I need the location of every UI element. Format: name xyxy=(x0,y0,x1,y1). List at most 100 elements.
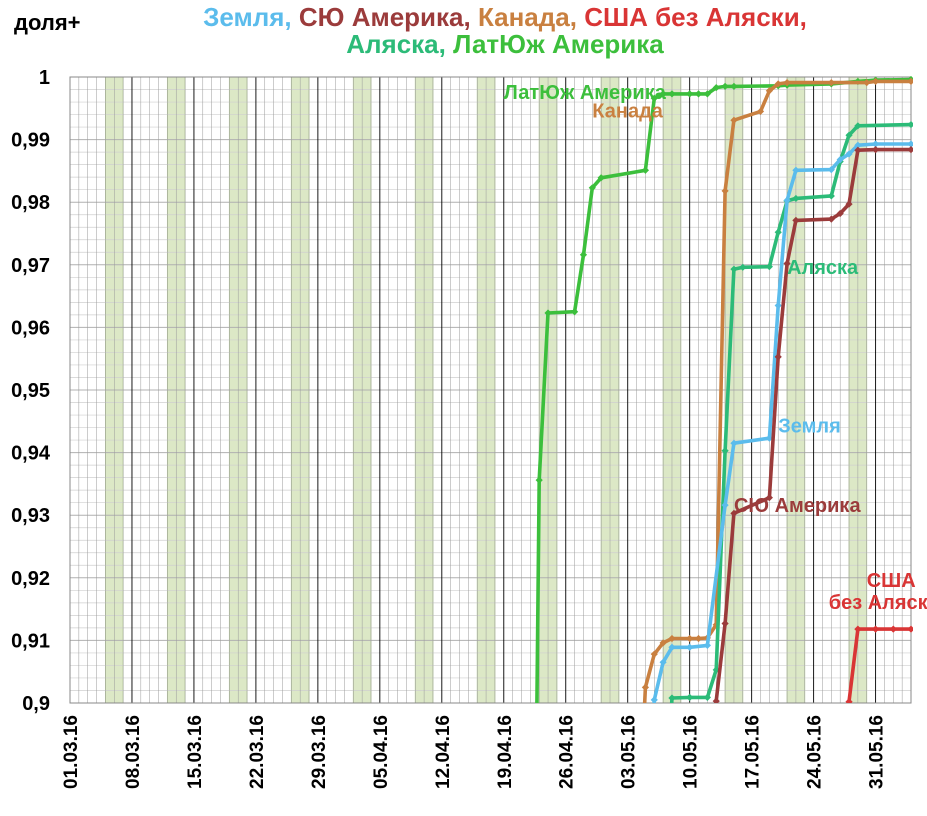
data-point xyxy=(774,80,782,88)
series-label-line: Земля xyxy=(778,416,841,438)
data-point xyxy=(854,122,862,130)
x-tick-label: 10.05.16 xyxy=(681,715,702,789)
data-point xyxy=(571,308,579,316)
plot-frame xyxy=(69,76,912,704)
data-point xyxy=(836,209,844,218)
series-line xyxy=(714,147,911,703)
data-point xyxy=(686,634,694,643)
data-point xyxy=(907,146,913,154)
grid xyxy=(69,76,912,704)
data-point xyxy=(588,184,596,192)
x-tick-label: 29.03.16 xyxy=(309,715,330,789)
data-point xyxy=(854,146,862,154)
series-Канада xyxy=(641,77,913,703)
series-СЮ Америка xyxy=(712,146,913,703)
data-point xyxy=(650,696,658,703)
x-tick-label: 05.04.16 xyxy=(371,715,392,789)
data-point xyxy=(703,693,711,701)
y-tick-label: 0,95 xyxy=(11,380,50,402)
data-point xyxy=(845,150,853,158)
series-Аляска xyxy=(668,120,913,703)
y-tick-label: 0,97 xyxy=(11,255,50,277)
data-point xyxy=(703,90,711,98)
series-label-line: США xyxy=(867,570,916,592)
data-point xyxy=(783,259,791,268)
data-point xyxy=(792,194,800,203)
labels-group: доля+ Земля, СЮ Америка, Канада, США без … xyxy=(14,2,927,614)
chart-title-part: ЛатЮж Америка xyxy=(446,29,664,59)
x-tick-label: 08.03.16 xyxy=(123,715,144,789)
series-label: Канада xyxy=(592,101,663,123)
data-point xyxy=(907,625,913,633)
data-point xyxy=(845,698,853,703)
data-point xyxy=(792,166,800,174)
series-США без Аляски xyxy=(845,625,913,703)
data-point xyxy=(686,643,694,651)
data-point xyxy=(854,141,862,149)
data-point xyxy=(871,625,880,633)
data-point xyxy=(907,140,913,148)
series-label: Земля xyxy=(778,416,841,438)
data-point xyxy=(827,166,835,174)
data-point xyxy=(659,90,667,98)
y-tick-label: 0,94 xyxy=(11,443,51,465)
y-tick-label: 1 xyxy=(39,67,50,89)
data-point xyxy=(641,683,650,691)
series-label: ЛатЮж Америка xyxy=(504,82,667,104)
data-point xyxy=(703,641,711,650)
data-point xyxy=(544,309,552,317)
data-point xyxy=(765,87,773,95)
series-label-line: СЮ Америка xyxy=(734,495,862,517)
data-point xyxy=(783,79,791,87)
data-point xyxy=(889,625,897,633)
data-point xyxy=(535,476,543,484)
x-tick-label: 31.05.16 xyxy=(867,715,888,789)
x-tick-label: 26.04.16 xyxy=(557,715,578,789)
y-tick-label: 0,91 xyxy=(11,630,50,652)
data-point xyxy=(783,196,791,204)
x-tick-label: 22.03.16 xyxy=(247,715,268,789)
data-point xyxy=(668,643,676,651)
data-point xyxy=(827,79,835,87)
data-point xyxy=(765,263,773,271)
data-point xyxy=(694,634,703,643)
data-point xyxy=(845,200,853,208)
data-point xyxy=(730,439,738,447)
chart-title-line: Аляска, ЛатЮж Америка xyxy=(346,29,664,59)
data-point xyxy=(756,107,765,116)
y-tick-label: 0,98 xyxy=(11,192,50,214)
data-point xyxy=(721,619,729,628)
data-point xyxy=(765,494,773,502)
chart-title-part: Аляска, xyxy=(346,29,446,59)
data-point xyxy=(774,301,782,310)
data-point xyxy=(668,90,676,98)
data-point xyxy=(668,634,676,643)
data-point xyxy=(730,82,738,90)
x-tick-label: 17.05.16 xyxy=(743,715,764,789)
data-point xyxy=(650,650,658,658)
series-label-line: без Аляски xyxy=(829,592,927,614)
data-point xyxy=(650,94,658,102)
data-point xyxy=(597,174,605,182)
data-point xyxy=(871,140,880,148)
data-point xyxy=(774,228,782,236)
y-tick-label: 0,96 xyxy=(11,317,50,339)
series-Земля xyxy=(650,140,913,703)
data-point xyxy=(730,116,738,124)
data-point xyxy=(668,694,676,702)
data-point xyxy=(579,251,588,259)
data-point xyxy=(907,77,913,85)
chart-title-part: США без Аляски, xyxy=(577,2,807,32)
data-point xyxy=(721,187,729,195)
data-point xyxy=(774,353,782,361)
chart-title-part: СЮ Америка, xyxy=(292,2,471,32)
data-point xyxy=(854,625,862,633)
y-tick-label: 0,92 xyxy=(11,568,50,590)
y-tick-label: 0,9 xyxy=(22,693,50,715)
data-point xyxy=(641,166,650,174)
data-point xyxy=(836,156,844,164)
axes: 0,9 0,91 0,92 0,93 0,94 0,95 0,96 0,97 0,98 0,99 1… xyxy=(11,67,912,789)
series-group xyxy=(535,75,913,703)
